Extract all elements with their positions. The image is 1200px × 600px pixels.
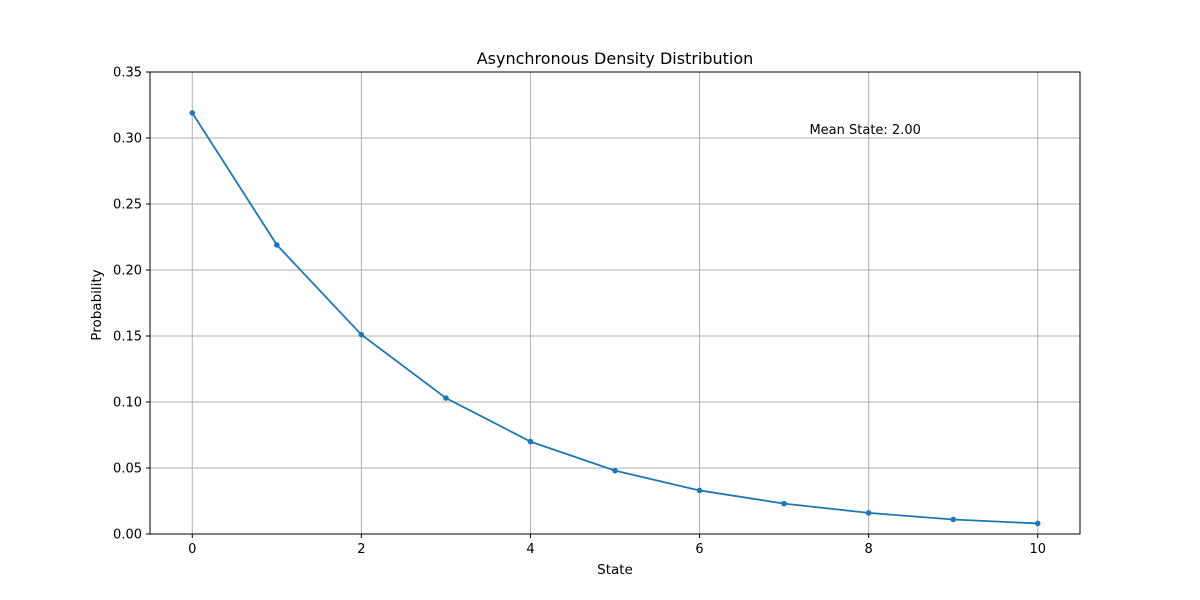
y-tick-label: 0.25 (113, 198, 142, 213)
y-tick-label: 0.20 (113, 264, 142, 279)
axis-ticks: 0 2 4 6 8 10 0.00 0.05 0.10 0.15 0.20 0.25 0.30 0.35 (113, 66, 1046, 558)
data-point (358, 331, 365, 338)
y-axis-label: Probability (89, 269, 105, 340)
data-point (189, 110, 196, 116)
x-tick-label: 6 (695, 542, 703, 557)
chart-title: Asynchronous Density Distribution (477, 49, 754, 68)
x-tick-label: 0 (188, 542, 196, 557)
y-tick-label: 0.30 (113, 132, 142, 147)
data-point (950, 516, 956, 523)
y-tick-label: 0.35 (113, 66, 142, 81)
data-point (865, 510, 872, 516)
data-point (527, 438, 534, 445)
annotations: Mean State: 2.00 (809, 123, 920, 138)
data-point (443, 395, 449, 401)
x-tick-label: 4 (526, 542, 534, 557)
mean-state-annotation: Mean State: 2.00 (809, 123, 920, 138)
y-tick-label: 0.00 (113, 528, 142, 543)
plot-area-frame (149, 71, 1081, 535)
series-group (189, 110, 1041, 527)
x-tick-label: 10 (1029, 542, 1046, 557)
y-tick-label: 0.05 (113, 462, 142, 477)
x-axis-label: State (597, 562, 633, 578)
x-tick-label: 8 (864, 542, 872, 557)
x-tick-label: 2 (357, 542, 365, 557)
y-tick-label: 0.10 (113, 396, 142, 411)
data-point (274, 242, 280, 248)
data-point (612, 467, 618, 474)
data-point (781, 500, 787, 507)
data-point (1034, 520, 1041, 527)
y-tick-label: 0.15 (113, 330, 142, 345)
data-point (696, 487, 703, 494)
